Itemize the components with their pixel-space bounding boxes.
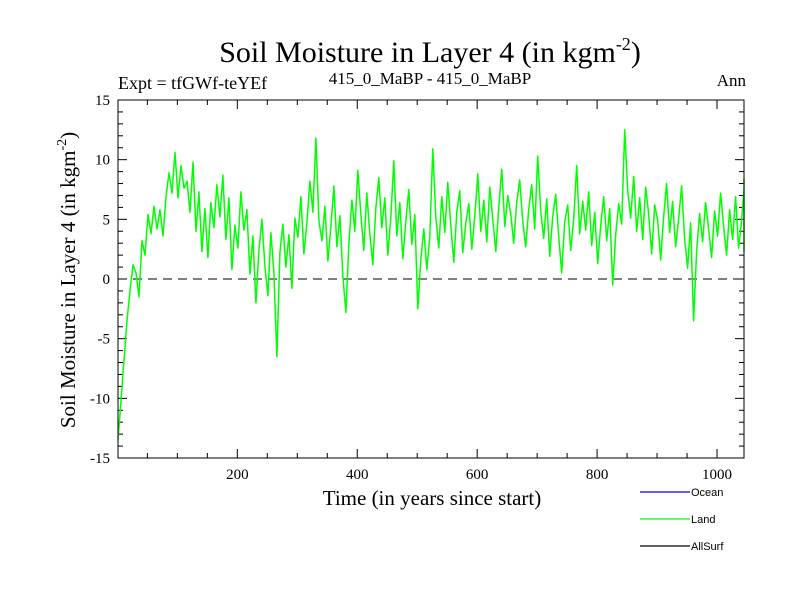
- legend-allsurf-label: AllSurf: [691, 541, 724, 553]
- axis-ticks: [118, 99, 744, 459]
- y-tick-label: 15: [95, 93, 110, 109]
- x-tick-label: 1000: [702, 467, 732, 483]
- y-tick-label: 5: [103, 212, 111, 228]
- legend-ocean-label: Ocean: [691, 487, 723, 499]
- plot-frame: [117, 99, 745, 459]
- x-tick-label: 400: [346, 467, 369, 483]
- y-tick-label: 10: [95, 153, 110, 169]
- x-tick-label: 200: [226, 467, 249, 483]
- tick-labels: 200 400 600 800 1000 -15 -10 -5 0 5 10 15: [90, 93, 732, 483]
- x-tick-label: 600: [466, 467, 489, 483]
- y-tick-label: -5: [98, 332, 111, 348]
- y-tick-label: 0: [103, 272, 111, 288]
- experiment-label: Expt = tfGWf-teYEf: [118, 73, 267, 93]
- season-label: Ann: [717, 71, 747, 90]
- x-axis-title: Time (in years since start): [323, 486, 542, 510]
- legend-land-label: Land: [691, 514, 715, 526]
- x-tick-label: 800: [586, 467, 609, 483]
- comparison-label: 415_0_MaBP - 415_0_MaBP: [329, 69, 531, 88]
- legend: Ocean Land AllSurf: [640, 487, 724, 553]
- y-tick-label: -10: [90, 391, 110, 407]
- chart-title: Soil Moisture in Layer 4 (in kgm-2): [219, 34, 641, 69]
- y-axis-title: Soil Moisture in Layer 4 (in kgm-2): [55, 132, 80, 428]
- y-tick-label: -15: [90, 451, 110, 467]
- land-series-line: [117, 129, 745, 441]
